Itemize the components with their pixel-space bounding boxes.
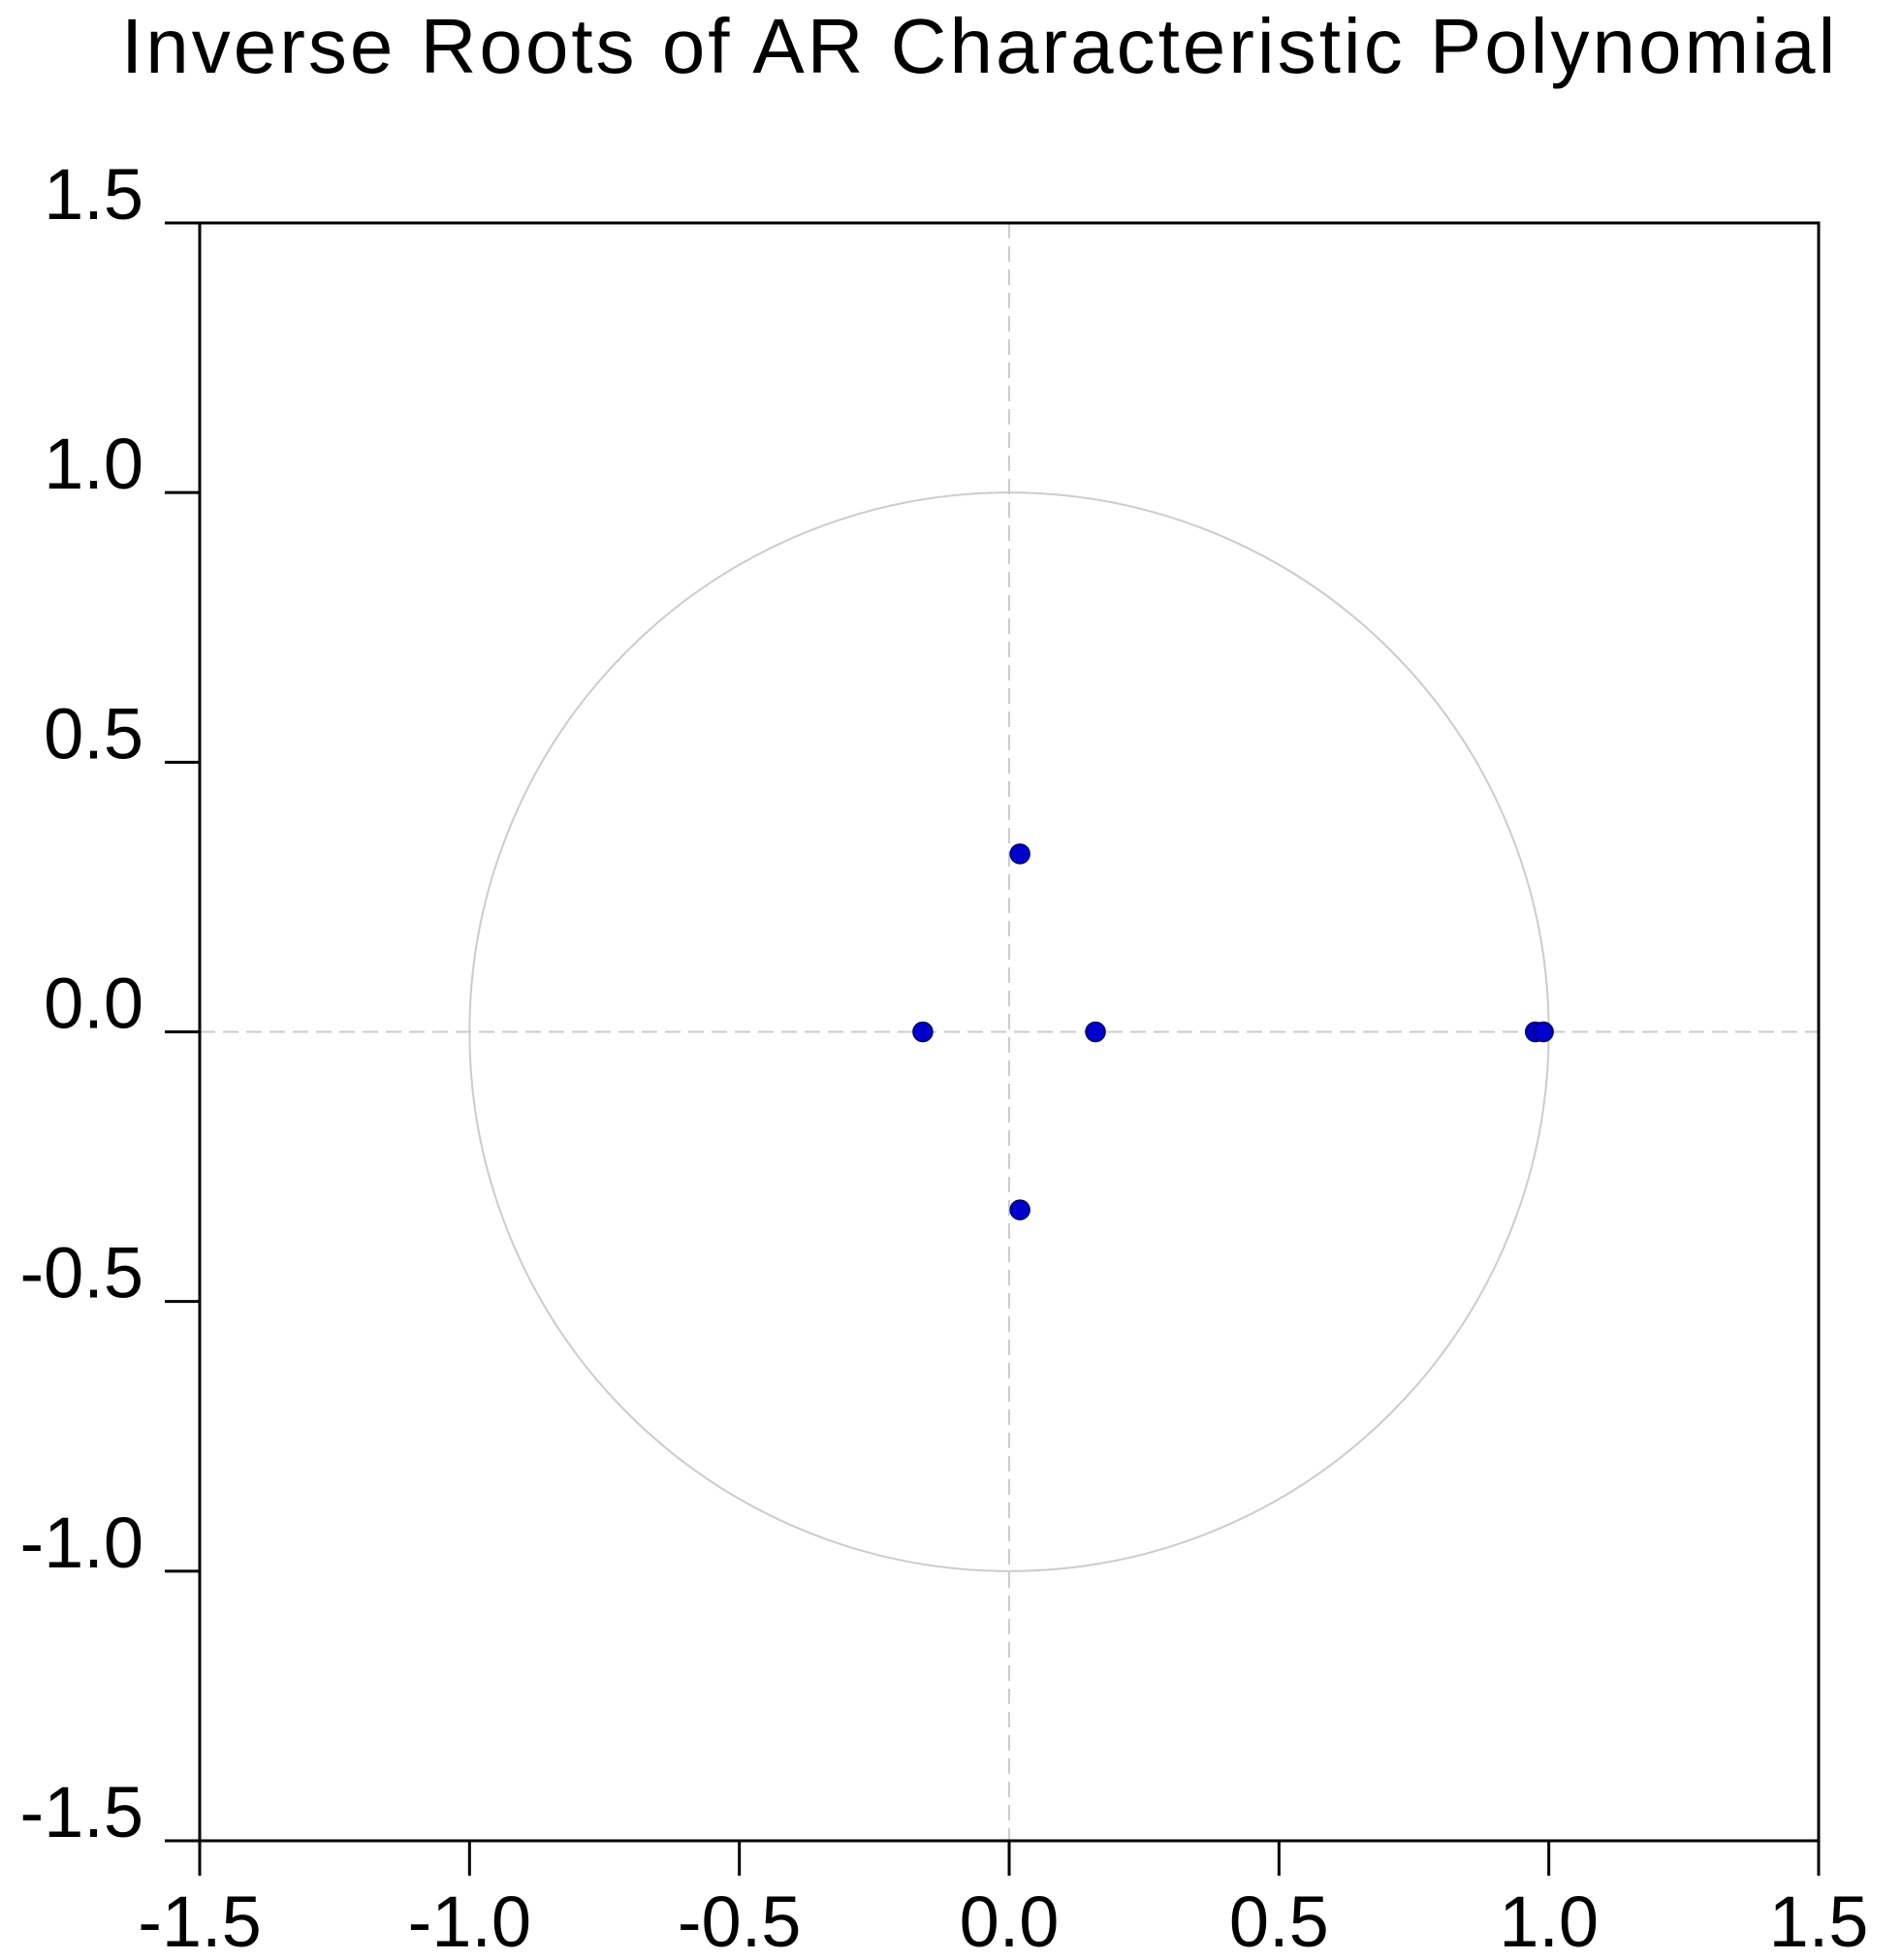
y-tick-label: -0.5 xyxy=(19,1233,143,1313)
y-tick-label: 1.5 xyxy=(44,154,143,235)
y-tick-label: 0.5 xyxy=(44,693,143,774)
x-tick-label: -1.0 xyxy=(408,1881,532,1960)
y-tick-label: 1.0 xyxy=(44,424,143,504)
x-tick-label: 1.0 xyxy=(1499,1881,1599,1960)
chart-title: Inverse Roots of AR Characteristic Polyn… xyxy=(121,3,1838,89)
x-tick-label: -0.5 xyxy=(678,1881,802,1960)
plot-area: -1.5 -1.0 -0.5 0.0 0.5 1.0 1.5 1.5 1.0 0.5 0.0 -0.5… xyxy=(19,154,1868,1960)
y-tick-label: -1.5 xyxy=(19,1772,143,1852)
root-point xyxy=(1009,843,1030,865)
y-tick-label: 0.0 xyxy=(44,964,143,1044)
x-tick-label: 1.5 xyxy=(1769,1881,1869,1960)
root-point xyxy=(1009,1199,1030,1220)
x-tick-label: 0.5 xyxy=(1229,1881,1329,1960)
root-point xyxy=(1085,1021,1106,1043)
x-tick-label: -1.5 xyxy=(138,1881,262,1960)
root-point xyxy=(912,1021,934,1043)
root-point xyxy=(1533,1021,1554,1043)
y-tick-label: -1.0 xyxy=(19,1502,143,1583)
x-tick-label: 0.0 xyxy=(960,1881,1060,1960)
